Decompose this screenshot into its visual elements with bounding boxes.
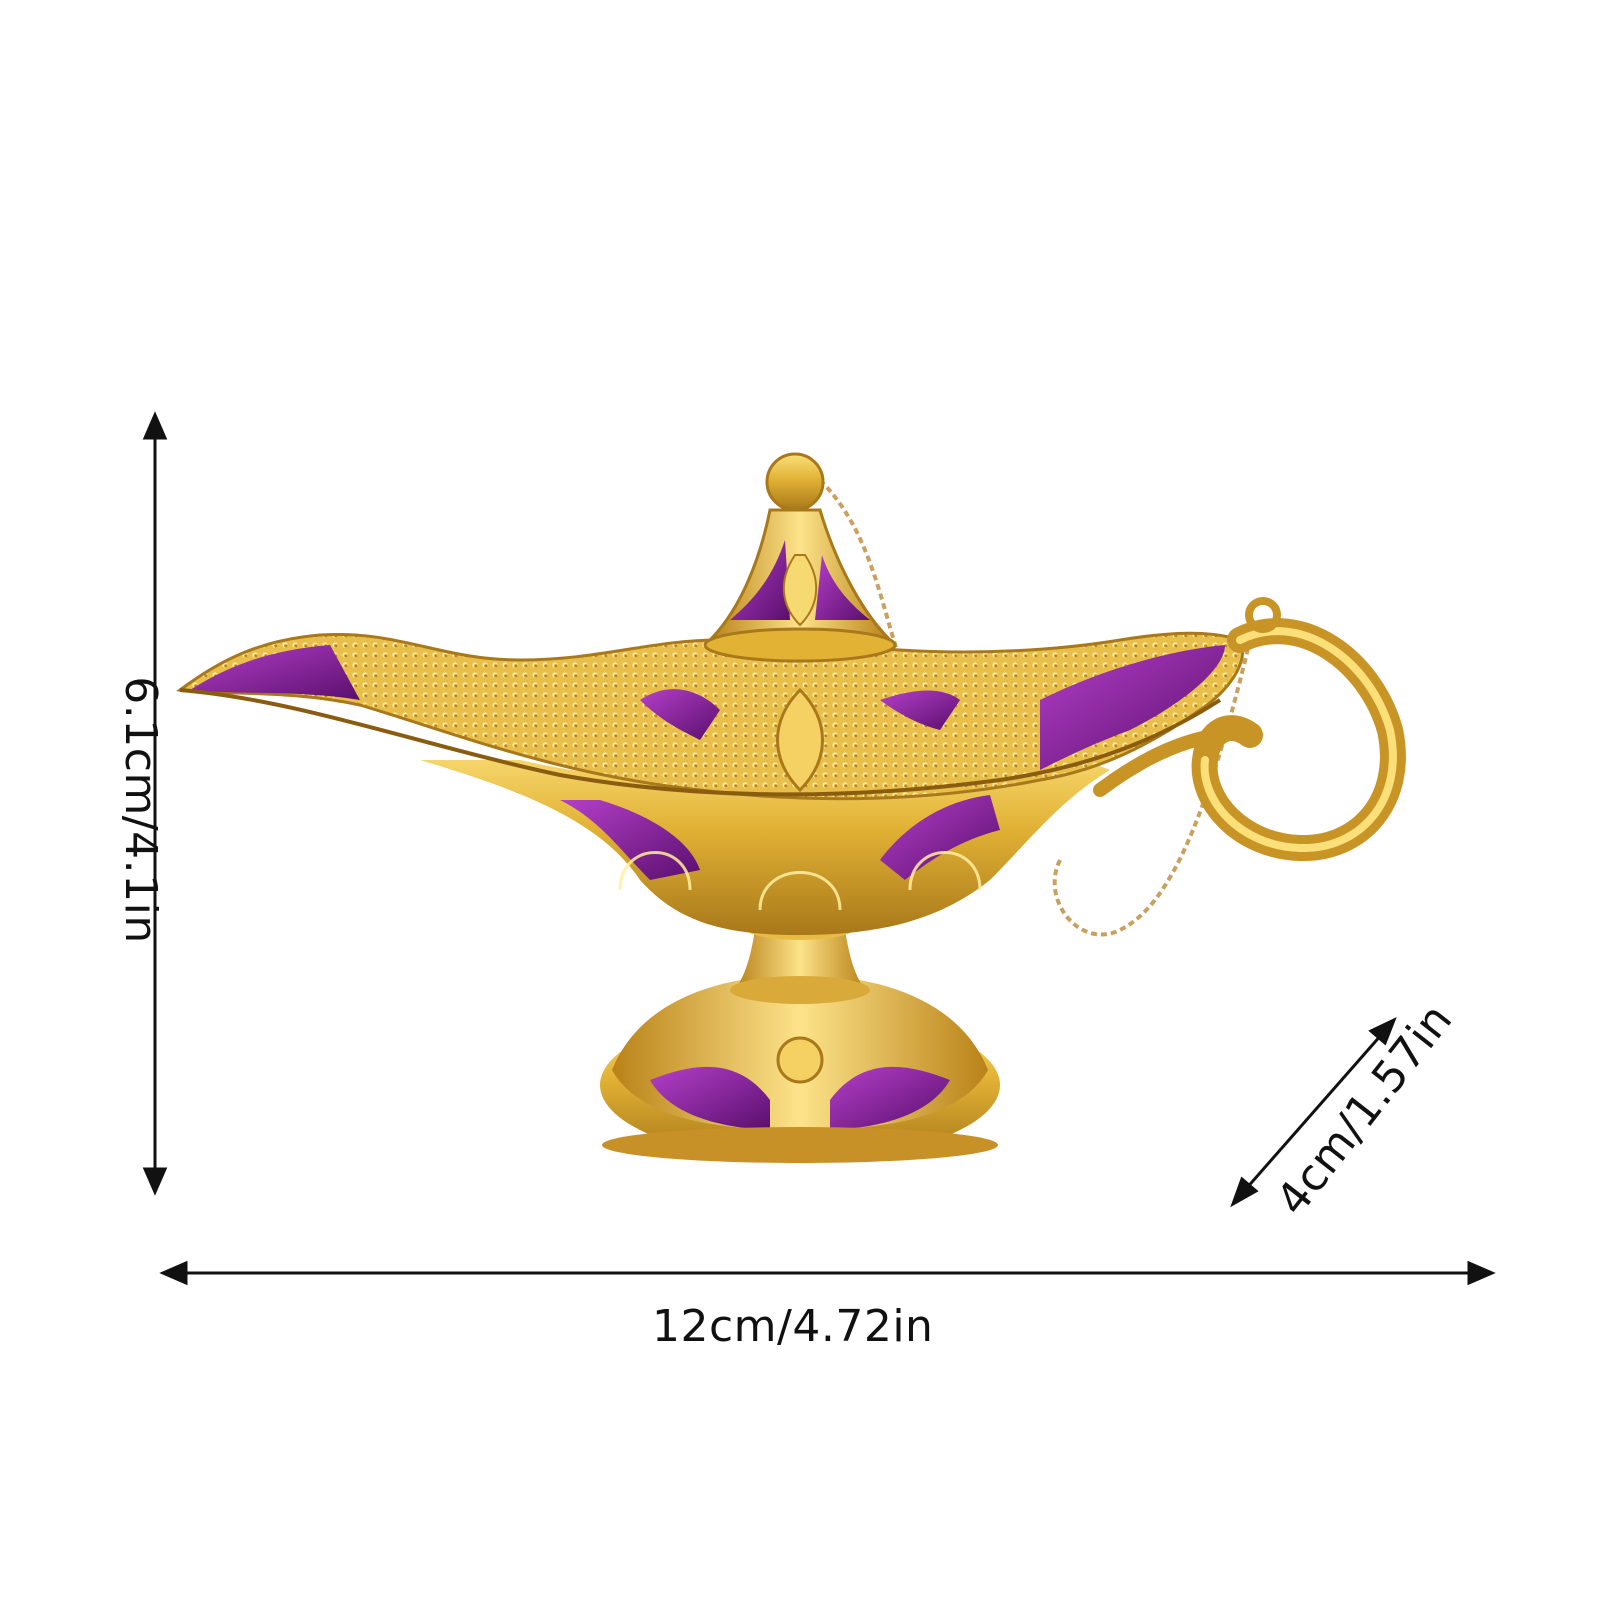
width-dimension-label: 12cm/4.72in (652, 1301, 934, 1352)
width-arrow (159, 1260, 1496, 1286)
lamp-top (176, 631, 1245, 801)
height-dimension-label: 6.1cm/4.1in (115, 676, 166, 944)
depth-arrow (1230, 1017, 1397, 1208)
height-arrow (142, 411, 168, 1196)
lamp-handle (1093, 597, 1406, 862)
lamp-lid (703, 452, 897, 663)
lamp-base (600, 975, 1000, 1163)
